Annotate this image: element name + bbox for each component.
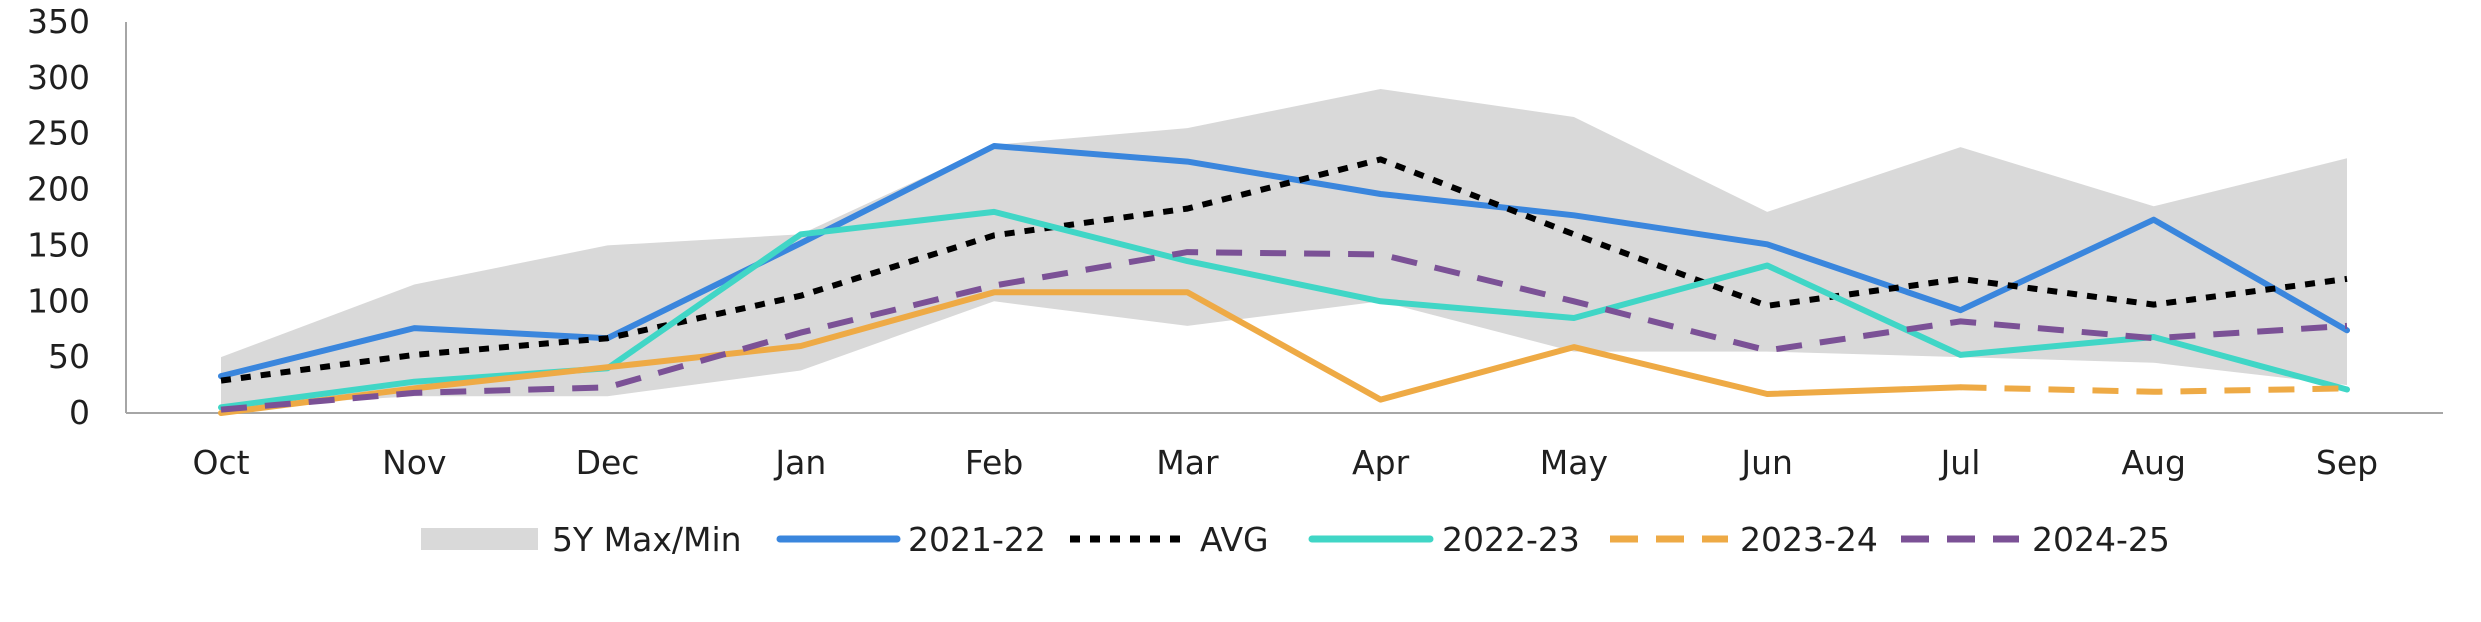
legend-item-2021-22: 2021-22 — [776, 520, 1046, 559]
x-tick-label: Dec — [576, 443, 640, 482]
y-tick-label: 300 — [27, 58, 90, 97]
series-2024-25 — [220, 249, 2348, 413]
y-tick-label: 100 — [27, 281, 90, 320]
x-tick-label: May — [1540, 443, 1608, 482]
x-tick-label: Apr — [1352, 443, 1410, 482]
x-tick-label: Jan — [773, 443, 826, 482]
series-2021-22 — [218, 143, 2350, 380]
y-tick-label: 50 — [48, 337, 90, 376]
series-2023-24 — [218, 289, 2348, 416]
x-tick-label: Oct — [192, 443, 249, 482]
series-line-2023-24-dashed — [1960, 384, 2348, 395]
series-layer — [218, 143, 2350, 416]
y-tick-label: 250 — [27, 114, 90, 153]
legend-item-2023-24: 2023-24 — [1610, 520, 1878, 559]
legend-label: AVG — [1200, 520, 1269, 559]
legend-item-avg: AVG — [1070, 520, 1269, 559]
legend-item-5y-max-min: 5Y Max/Min — [421, 520, 742, 559]
band-5y-max-min — [221, 89, 2347, 408]
x-tick-label: Mar — [1156, 443, 1219, 482]
x-tick-label: Jun — [1739, 443, 1793, 482]
x-tick-label: Feb — [965, 443, 1023, 482]
legend-item-2022-23: 2022-23 — [1308, 520, 1580, 559]
x-tick-label: Nov — [382, 443, 446, 482]
series-avg — [220, 156, 2348, 384]
legend-label: 2021-22 — [908, 520, 1046, 559]
x-tick-label: Sep — [2316, 443, 2378, 482]
y-tick-labels: 0 50 100 150 200 250 300 350 — [27, 2, 90, 432]
legend-item-2024-25: 2024-25 — [1901, 520, 2170, 559]
x-tick-label: Jul — [1939, 443, 1981, 482]
y-tick-label: 0 — [69, 393, 90, 432]
y-tick-label: 350 — [27, 2, 90, 41]
legend-label: 2023-24 — [1740, 520, 1878, 559]
y-tick-label: 200 — [27, 170, 90, 209]
band-layer — [221, 89, 2347, 408]
legend-label: 5Y Max/Min — [552, 520, 742, 559]
x-tick-label: Aug — [2121, 443, 2185, 482]
legend-swatch — [421, 528, 538, 550]
legend-label: 2022-23 — [1442, 520, 1580, 559]
axis-layer — [125, 22, 2443, 414]
series-line-avg — [220, 156, 2348, 384]
series-line-2021-22 — [218, 143, 2350, 380]
y-tick-label: 150 — [27, 225, 90, 264]
series-line-2023-24-solid — [218, 289, 1964, 416]
series-line-2024-25 — [220, 249, 2348, 413]
legend: 5Y Max/Min 2021-22 AVG 2022-23 2023-24 2024-2… — [421, 520, 2170, 559]
x-tick-labels: Oct Nov Dec Jan Feb Mar Apr May Jun Jul Aug Sep — [192, 443, 2378, 482]
legend-label: 2024-25 — [2032, 520, 2170, 559]
